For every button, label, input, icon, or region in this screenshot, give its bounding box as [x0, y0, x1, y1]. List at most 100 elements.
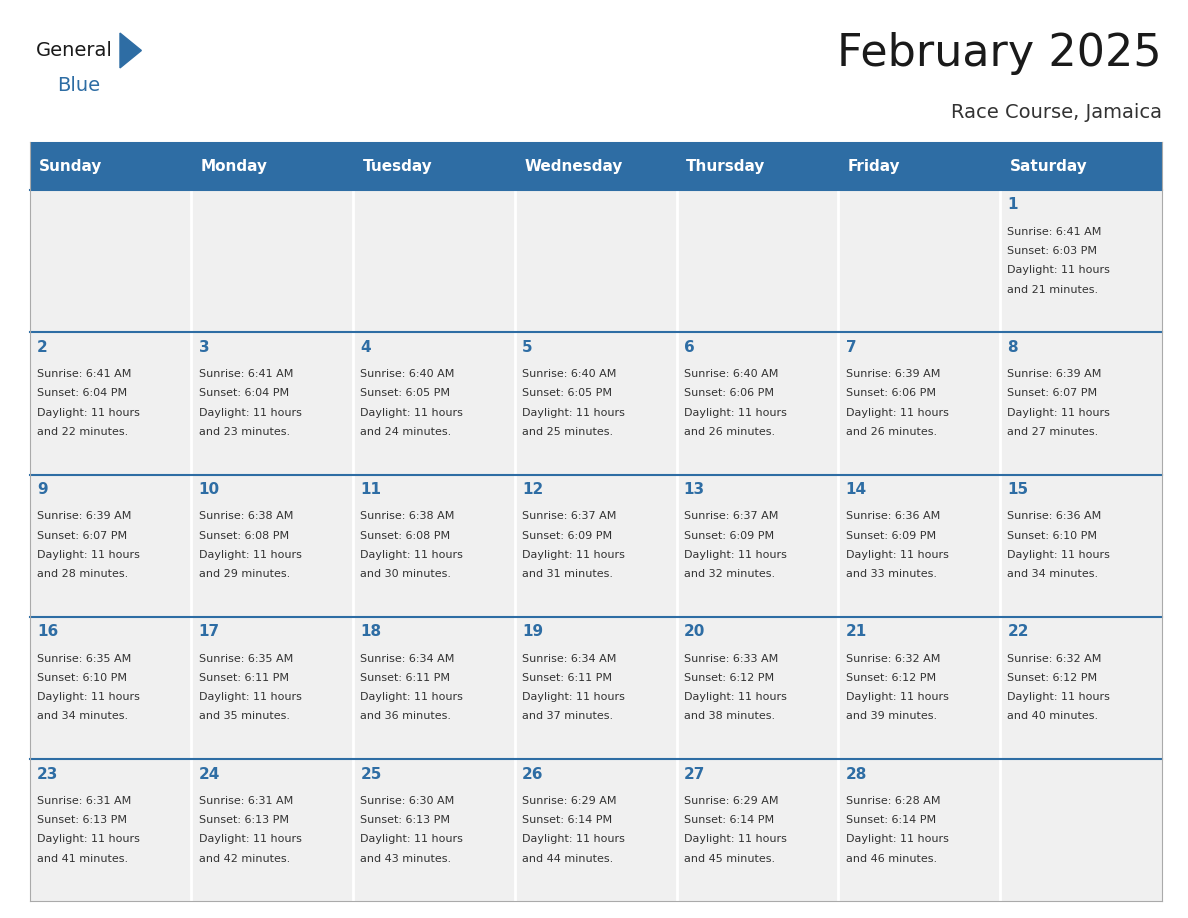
Text: 8: 8 [1007, 340, 1018, 354]
Text: Sunset: 6:07 PM: Sunset: 6:07 PM [1007, 388, 1098, 398]
Text: Sunrise: 6:35 AM: Sunrise: 6:35 AM [198, 654, 292, 664]
Text: Sunrise: 6:39 AM: Sunrise: 6:39 AM [37, 511, 131, 521]
Text: Daylight: 11 hours: Daylight: 11 hours [522, 692, 625, 702]
Bar [839, 759, 1000, 901]
Text: General: General [36, 41, 113, 60]
Text: 21: 21 [846, 624, 867, 639]
Bar [514, 332, 677, 475]
Bar [1000, 190, 1162, 332]
Text: Sunrise: 6:31 AM: Sunrise: 6:31 AM [198, 796, 292, 806]
Text: 19: 19 [522, 624, 543, 639]
Text: Daylight: 11 hours: Daylight: 11 hours [846, 550, 948, 560]
Text: Sunrise: 6:28 AM: Sunrise: 6:28 AM [846, 796, 940, 806]
Text: and 43 minutes.: and 43 minutes. [360, 854, 451, 864]
Text: Sunset: 6:08 PM: Sunset: 6:08 PM [360, 531, 450, 541]
Text: 17: 17 [198, 624, 220, 639]
Text: 22: 22 [1007, 624, 1029, 639]
Bar [30, 190, 191, 332]
Text: Sunrise: 6:40 AM: Sunrise: 6:40 AM [522, 369, 617, 379]
Text: and 34 minutes.: and 34 minutes. [1007, 569, 1099, 579]
Text: Daylight: 11 hours: Daylight: 11 hours [360, 834, 463, 845]
Text: Sunset: 6:13 PM: Sunset: 6:13 PM [360, 815, 450, 825]
Text: 14: 14 [846, 482, 866, 497]
Text: Thursday: Thursday [687, 159, 765, 174]
Text: Sunrise: 6:31 AM: Sunrise: 6:31 AM [37, 796, 131, 806]
Text: Daylight: 11 hours: Daylight: 11 hours [1007, 692, 1110, 702]
Text: Sunset: 6:14 PM: Sunset: 6:14 PM [846, 815, 936, 825]
Text: Sunrise: 6:39 AM: Sunrise: 6:39 AM [846, 369, 940, 379]
Bar [677, 475, 839, 617]
Text: Daylight: 11 hours: Daylight: 11 hours [198, 834, 302, 845]
Text: and 23 minutes.: and 23 minutes. [198, 427, 290, 437]
Text: Sunrise: 6:41 AM: Sunrise: 6:41 AM [198, 369, 293, 379]
Text: Sunset: 6:04 PM: Sunset: 6:04 PM [37, 388, 127, 398]
Text: Sunset: 6:09 PM: Sunset: 6:09 PM [846, 531, 936, 541]
Text: and 40 minutes.: and 40 minutes. [1007, 711, 1099, 722]
Text: Sunset: 6:11 PM: Sunset: 6:11 PM [522, 673, 612, 683]
Bar [191, 190, 353, 332]
Text: Tuesday: Tuesday [362, 159, 432, 174]
Text: Sunrise: 6:38 AM: Sunrise: 6:38 AM [198, 511, 293, 521]
Text: Sunset: 6:04 PM: Sunset: 6:04 PM [198, 388, 289, 398]
Text: and 28 minutes.: and 28 minutes. [37, 569, 128, 579]
Text: Sunset: 6:07 PM: Sunset: 6:07 PM [37, 531, 127, 541]
Text: Sunrise: 6:32 AM: Sunrise: 6:32 AM [1007, 654, 1101, 664]
Text: Daylight: 11 hours: Daylight: 11 hours [522, 834, 625, 845]
Text: 9: 9 [37, 482, 48, 497]
Text: Sunset: 6:05 PM: Sunset: 6:05 PM [522, 388, 612, 398]
Text: Sunrise: 6:35 AM: Sunrise: 6:35 AM [37, 654, 131, 664]
Bar [353, 332, 514, 475]
Text: Sunrise: 6:39 AM: Sunrise: 6:39 AM [1007, 369, 1101, 379]
Text: and 38 minutes.: and 38 minutes. [684, 711, 775, 722]
Bar [839, 332, 1000, 475]
Text: Daylight: 11 hours: Daylight: 11 hours [684, 834, 786, 845]
Text: Sunrise: 6:40 AM: Sunrise: 6:40 AM [360, 369, 455, 379]
Text: 16: 16 [37, 624, 58, 639]
Text: Sunset: 6:13 PM: Sunset: 6:13 PM [37, 815, 127, 825]
Text: and 44 minutes.: and 44 minutes. [522, 854, 613, 864]
Text: Sunset: 6:10 PM: Sunset: 6:10 PM [1007, 531, 1098, 541]
Text: Sunrise: 6:40 AM: Sunrise: 6:40 AM [684, 369, 778, 379]
Text: Sunrise: 6:33 AM: Sunrise: 6:33 AM [684, 654, 778, 664]
Text: Sunset: 6:09 PM: Sunset: 6:09 PM [684, 531, 773, 541]
Text: 26: 26 [522, 767, 544, 781]
Text: Daylight: 11 hours: Daylight: 11 hours [198, 692, 302, 702]
Polygon shape [120, 33, 141, 68]
Text: and 46 minutes.: and 46 minutes. [846, 854, 936, 864]
Text: Sunrise: 6:34 AM: Sunrise: 6:34 AM [360, 654, 455, 664]
Text: and 42 minutes.: and 42 minutes. [198, 854, 290, 864]
Text: February 2025: February 2025 [838, 32, 1162, 75]
Text: and 45 minutes.: and 45 minutes. [684, 854, 775, 864]
Text: and 25 minutes.: and 25 minutes. [522, 427, 613, 437]
Text: and 21 minutes.: and 21 minutes. [1007, 285, 1099, 295]
Text: 25: 25 [360, 767, 381, 781]
Bar [839, 475, 1000, 617]
Text: Sunset: 6:11 PM: Sunset: 6:11 PM [360, 673, 450, 683]
Bar [1000, 617, 1162, 759]
Text: Sunset: 6:09 PM: Sunset: 6:09 PM [522, 531, 612, 541]
Text: Sunset: 6:03 PM: Sunset: 6:03 PM [1007, 246, 1098, 256]
Bar [514, 475, 677, 617]
Text: Sunrise: 6:38 AM: Sunrise: 6:38 AM [360, 511, 455, 521]
Text: 18: 18 [360, 624, 381, 639]
Text: Sunset: 6:06 PM: Sunset: 6:06 PM [846, 388, 935, 398]
Text: Daylight: 11 hours: Daylight: 11 hours [846, 692, 948, 702]
Text: Sunrise: 6:37 AM: Sunrise: 6:37 AM [522, 511, 617, 521]
Text: and 26 minutes.: and 26 minutes. [846, 427, 936, 437]
Text: Daylight: 11 hours: Daylight: 11 hours [198, 550, 302, 560]
Text: and 33 minutes.: and 33 minutes. [846, 569, 936, 579]
Text: Sunset: 6:12 PM: Sunset: 6:12 PM [846, 673, 936, 683]
Text: Wednesday: Wednesday [524, 159, 623, 174]
Text: Race Course, Jamaica: Race Course, Jamaica [950, 103, 1162, 122]
Text: Daylight: 11 hours: Daylight: 11 hours [684, 692, 786, 702]
Text: 24: 24 [198, 767, 220, 781]
Text: Daylight: 11 hours: Daylight: 11 hours [37, 692, 140, 702]
Bar [514, 190, 677, 332]
Bar [677, 332, 839, 475]
Text: Daylight: 11 hours: Daylight: 11 hours [360, 692, 463, 702]
Text: Daylight: 11 hours: Daylight: 11 hours [846, 408, 948, 418]
Text: Daylight: 11 hours: Daylight: 11 hours [1007, 550, 1110, 560]
Text: Sunset: 6:08 PM: Sunset: 6:08 PM [198, 531, 289, 541]
Text: 2: 2 [37, 340, 48, 354]
Text: and 24 minutes.: and 24 minutes. [360, 427, 451, 437]
